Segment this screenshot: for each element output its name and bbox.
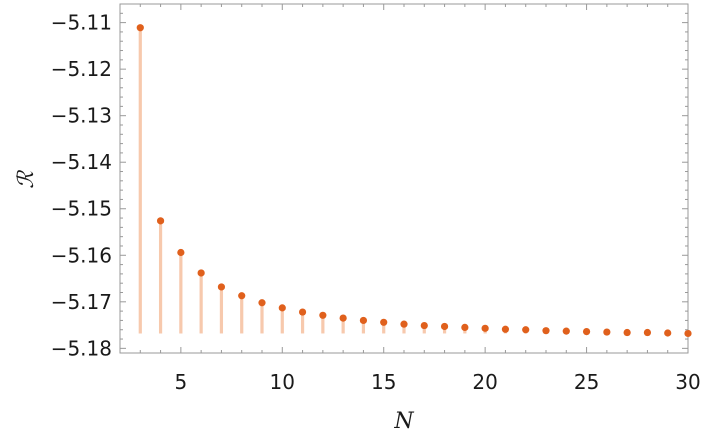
data-point: [522, 326, 530, 334]
y-tick-label: −5.18: [51, 336, 112, 360]
y-axis-label: ℛ: [14, 170, 39, 189]
x-tick-label: 20: [472, 370, 497, 394]
plot-frame: [119, 3, 689, 354]
data-point: [319, 311, 327, 319]
data-point: [298, 308, 307, 316]
data-point: [339, 314, 347, 322]
x-axis-label: N: [393, 409, 414, 434]
data-point: [400, 320, 408, 328]
x-tick-label: 10: [270, 370, 295, 394]
data-point: [461, 323, 469, 332]
data-point: [481, 324, 489, 332]
y-tick-label: −5.15: [51, 197, 112, 221]
data-point: [664, 329, 672, 337]
points-group: [136, 24, 692, 338]
data-point: [623, 328, 631, 337]
data-point: [582, 327, 591, 336]
data-point: [136, 24, 144, 32]
y-tick-label: −5.14: [51, 150, 112, 174]
data-point: [501, 325, 510, 333]
data-point: [420, 321, 428, 330]
data-point: [197, 269, 205, 277]
x-ticks-group: 5 10 15 20 25 30: [139, 4, 701, 394]
data-point: [278, 304, 286, 312]
x-tick-label: 5: [174, 370, 187, 394]
x-tick-label: 15: [371, 370, 396, 394]
data-point: [359, 316, 368, 325]
data-point: [643, 328, 652, 337]
data-point: [177, 248, 185, 257]
data-point: [156, 217, 165, 225]
data-point: [603, 328, 611, 336]
y-tick-label: −5.16: [51, 243, 112, 267]
x-tick-label: 25: [574, 370, 599, 394]
data-point: [217, 283, 226, 291]
y-tick-label: −5.13: [51, 104, 112, 128]
y-ticks-group: −5.11 −5.12 −5.13 −5.14 −5.15 −5.16 −5.17 −5.18: [51, 3, 688, 360]
data-point: [562, 327, 570, 335]
data-point: [542, 327, 550, 335]
y-tick-label: −5.17: [51, 290, 112, 314]
data-point: [238, 292, 246, 300]
y-tick-label: −5.11: [51, 11, 112, 35]
data-point: [684, 329, 692, 338]
x-tick-label: 30: [675, 370, 700, 394]
data-point: [258, 299, 266, 307]
y-tick-label: −5.12: [51, 57, 112, 81]
data-point: [380, 318, 388, 326]
data-point: [440, 322, 449, 331]
